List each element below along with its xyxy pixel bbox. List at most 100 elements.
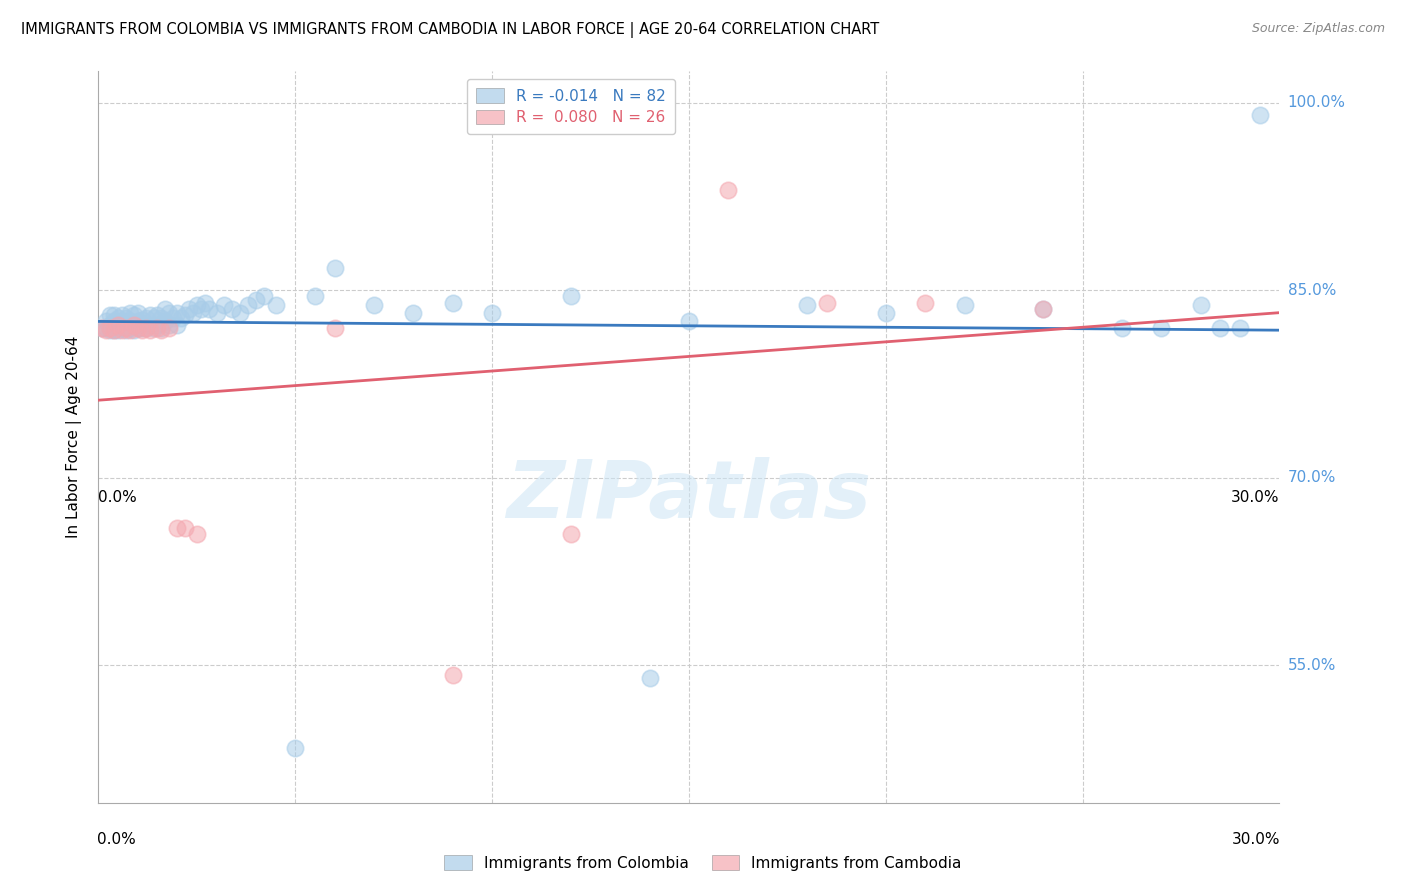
Point	[174, 521, 197, 535]
Point	[1209, 320, 1232, 334]
Point	[205, 306, 228, 320]
Point	[1229, 320, 1251, 334]
Point	[155, 301, 177, 316]
Point	[115, 318, 138, 333]
Text: 70.0%: 70.0%	[1288, 470, 1336, 485]
Text: ZIPatlas: ZIPatlas	[506, 457, 872, 534]
Point	[1249, 108, 1271, 122]
Point	[796, 298, 818, 312]
Point	[236, 298, 259, 312]
Point	[190, 301, 212, 316]
Point	[122, 323, 145, 337]
Point	[98, 318, 121, 333]
Point	[194, 295, 217, 310]
Point	[264, 298, 287, 312]
Text: 100.0%: 100.0%	[1288, 95, 1346, 110]
Point	[111, 320, 134, 334]
Point	[103, 323, 125, 337]
Point	[1150, 320, 1173, 334]
Point	[229, 306, 252, 320]
Point	[107, 318, 129, 333]
Text: IMMIGRANTS FROM COLOMBIA VS IMMIGRANTS FROM CAMBODIA IN LABOR FORCE | AGE 20-64 : IMMIGRANTS FROM COLOMBIA VS IMMIGRANTS F…	[21, 22, 879, 38]
Text: 0.0%: 0.0%	[98, 490, 138, 505]
Point	[157, 320, 180, 334]
Point	[197, 301, 219, 316]
Point	[138, 308, 160, 322]
Point	[96, 314, 118, 328]
Point	[146, 318, 169, 333]
Point	[181, 306, 204, 320]
Point	[284, 740, 307, 755]
Point	[142, 310, 165, 325]
Point	[98, 308, 121, 322]
Point	[122, 308, 145, 322]
Point	[441, 295, 464, 310]
Point	[560, 527, 582, 541]
Point	[638, 671, 661, 685]
Point	[170, 310, 193, 325]
Point	[118, 306, 141, 320]
Point	[115, 323, 138, 337]
Point	[131, 313, 153, 327]
Point	[157, 318, 180, 333]
Point	[107, 310, 129, 325]
Point	[1032, 301, 1054, 316]
Point	[118, 323, 141, 337]
Point	[1111, 320, 1133, 334]
Point	[323, 260, 346, 275]
Point	[138, 323, 160, 337]
Point	[162, 310, 184, 325]
Point	[150, 320, 173, 334]
Point	[717, 183, 740, 197]
Point	[135, 320, 157, 334]
Point	[122, 318, 145, 333]
Point	[166, 306, 188, 320]
Legend: Immigrants from Colombia, Immigrants from Cambodia: Immigrants from Colombia, Immigrants fro…	[434, 846, 972, 880]
Point	[146, 320, 169, 334]
Point	[678, 314, 700, 328]
Point	[815, 295, 838, 310]
Point	[107, 323, 129, 337]
Legend: R = -0.014   N = 82, R =  0.080   N = 26: R = -0.014 N = 82, R = 0.080 N = 26	[467, 79, 675, 135]
Text: 85.0%: 85.0%	[1288, 283, 1336, 298]
Point	[560, 289, 582, 303]
Point	[103, 308, 125, 322]
Point	[402, 306, 425, 320]
Point	[111, 308, 134, 322]
Point	[441, 668, 464, 682]
Text: Source: ZipAtlas.com: Source: ZipAtlas.com	[1251, 22, 1385, 36]
Point	[174, 308, 197, 322]
Y-axis label: In Labor Force | Age 20-64: In Labor Force | Age 20-64	[66, 336, 83, 538]
Point	[155, 314, 177, 328]
Point	[115, 320, 138, 334]
Point	[98, 323, 121, 337]
Point	[253, 289, 276, 303]
Point	[111, 314, 134, 328]
Point	[166, 521, 188, 535]
Point	[103, 323, 125, 337]
Point	[323, 320, 346, 334]
Text: 30.0%: 30.0%	[1232, 490, 1279, 505]
Text: 55.0%: 55.0%	[1288, 657, 1336, 673]
Point	[127, 320, 149, 334]
Point	[166, 318, 188, 333]
Point	[115, 310, 138, 325]
Point	[146, 308, 169, 322]
Point	[363, 298, 385, 312]
Point	[118, 314, 141, 328]
Point	[177, 301, 200, 316]
Point	[914, 295, 936, 310]
Point	[150, 323, 173, 337]
Point	[221, 301, 243, 316]
Point	[127, 320, 149, 334]
Point	[127, 314, 149, 328]
Point	[186, 298, 208, 312]
Point	[111, 323, 134, 337]
Point	[1032, 301, 1054, 316]
Point	[157, 306, 180, 320]
Point	[122, 317, 145, 331]
Point	[481, 306, 503, 320]
Text: 0.0%: 0.0%	[97, 832, 136, 847]
Point	[304, 289, 326, 303]
Point	[138, 318, 160, 333]
